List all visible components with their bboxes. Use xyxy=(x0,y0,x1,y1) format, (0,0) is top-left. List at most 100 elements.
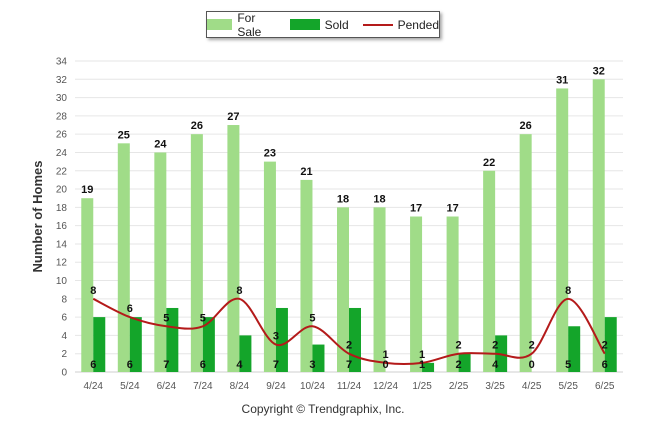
data-label-pended: 3 xyxy=(273,331,279,343)
bar-for-sale xyxy=(592,79,605,372)
y-tick-label: 26 xyxy=(56,130,68,141)
y-tick-label: 20 xyxy=(56,185,68,196)
data-label-pended: 2 xyxy=(529,340,535,352)
y-tick-label: 14 xyxy=(56,239,68,250)
bar-sold xyxy=(312,344,325,372)
y-tick-label: 12 xyxy=(56,258,68,269)
y-tick-label: 18 xyxy=(56,203,68,214)
y-tick-label: 10 xyxy=(56,276,68,287)
data-label-for-sale: 32 xyxy=(593,65,605,77)
data-label-sold: 4 xyxy=(492,359,499,371)
data-label-pended: 8 xyxy=(90,285,96,297)
data-label-for-sale: 26 xyxy=(520,120,532,132)
data-label-sold: 2 xyxy=(456,359,462,371)
data-label-for-sale: 18 xyxy=(337,193,349,205)
y-tick-label: 8 xyxy=(61,294,67,305)
data-label-for-sale: 25 xyxy=(118,129,130,141)
x-tick-label: 5/25 xyxy=(558,381,578,392)
bar-for-sale xyxy=(263,161,276,372)
data-label-for-sale: 24 xyxy=(154,138,167,150)
y-tick-label: 28 xyxy=(56,111,68,122)
bar-for-sale xyxy=(483,170,496,372)
x-tick-label: 3/25 xyxy=(485,381,505,392)
data-label-pended: 2 xyxy=(492,340,498,352)
bar-sold xyxy=(458,353,471,372)
legend-item-pended[interactable]: Pended xyxy=(362,17,439,32)
data-label-for-sale: 19 xyxy=(81,184,93,196)
bar-sold xyxy=(275,307,288,372)
x-tick-label: 7/24 xyxy=(193,381,213,392)
data-label-pended: 1 xyxy=(382,349,388,361)
y-tick-label: 32 xyxy=(56,75,68,86)
data-label-pended: 6 xyxy=(127,303,133,315)
x-tick-label: 4/24 xyxy=(84,381,104,392)
bar-for-sale xyxy=(556,88,569,373)
bar-for-sale xyxy=(81,198,94,372)
bar-sold xyxy=(202,317,215,372)
bar-sold xyxy=(568,326,581,372)
data-label-for-sale: 18 xyxy=(373,193,385,205)
copyright-text: Copyright © Trendgraphix, Inc. xyxy=(241,402,405,416)
data-label-sold: 5 xyxy=(565,359,571,371)
data-label-for-sale: 31 xyxy=(556,74,568,86)
y-tick-label: 16 xyxy=(56,221,68,232)
data-label-sold: 7 xyxy=(163,359,169,371)
data-label-pended: 5 xyxy=(163,312,169,324)
data-label-pended: 2 xyxy=(456,340,462,352)
data-label-sold: 0 xyxy=(382,359,388,371)
legend-label-pended: Pended xyxy=(397,17,439,32)
data-label-for-sale: 23 xyxy=(264,148,276,160)
x-tick-label: 11/24 xyxy=(337,381,362,392)
chart-legend: For Sale Sold Pended xyxy=(206,11,440,39)
data-label-pended: 2 xyxy=(346,340,352,352)
x-tick-label: 8/24 xyxy=(230,381,250,392)
x-tick-label: 10/24 xyxy=(300,381,325,392)
legend-item-sold[interactable]: Sold xyxy=(289,17,349,32)
legend-swatch-sold xyxy=(289,19,320,30)
data-label-sold: 6 xyxy=(127,359,133,371)
y-tick-label: 4 xyxy=(61,331,67,342)
data-label-for-sale: 17 xyxy=(410,203,422,215)
x-tick-label: 1/25 xyxy=(412,381,432,392)
data-label-for-sale: 17 xyxy=(446,203,458,215)
y-axis-title: Number of Homes xyxy=(30,161,45,273)
data-label-sold: 1 xyxy=(419,359,425,371)
y-tick-label: 6 xyxy=(61,313,67,324)
bar-for-sale xyxy=(410,216,423,372)
data-label-for-sale: 26 xyxy=(191,120,203,132)
y-tick-label: 30 xyxy=(56,93,68,104)
pended-line xyxy=(92,297,606,365)
x-tick-label: 6/25 xyxy=(595,381,615,392)
data-label-pended: 8 xyxy=(236,285,242,297)
legend-swatch-for-sale xyxy=(207,19,233,30)
bar-for-sale xyxy=(373,207,386,372)
bar-for-sale xyxy=(154,152,167,372)
bar-sold xyxy=(93,317,106,372)
bar-for-sale xyxy=(227,125,240,372)
bar-for-sale xyxy=(190,134,203,372)
x-tick-label: 9/24 xyxy=(266,381,286,392)
bar-for-sale xyxy=(117,143,130,372)
data-label-pended: 2 xyxy=(602,340,608,352)
data-label-for-sale: 27 xyxy=(227,111,239,123)
data-label-sold: 0 xyxy=(529,359,535,371)
bar-sold xyxy=(422,362,435,372)
y-tick-label: 34 xyxy=(56,57,68,68)
data-label-pended: 1 xyxy=(419,349,425,361)
bar-sold xyxy=(604,317,617,372)
legend-item-for-sale[interactable]: For Sale xyxy=(207,11,276,39)
x-tick-label: 2/25 xyxy=(449,381,469,392)
x-tick-label: 6/24 xyxy=(157,381,177,392)
y-tick-label: 22 xyxy=(56,166,68,177)
data-label-pended: 5 xyxy=(309,312,315,324)
bar-sold xyxy=(239,335,252,372)
legend-label-sold: Sold xyxy=(324,17,349,32)
data-label-sold: 6 xyxy=(200,359,206,371)
y-tick-label: 24 xyxy=(56,148,68,159)
legend-label-for-sale: For Sale xyxy=(237,10,262,39)
x-tick-label: 12/24 xyxy=(373,381,398,392)
y-tick-label: 2 xyxy=(61,349,67,360)
data-label-pended: 8 xyxy=(565,285,571,297)
data-label-sold: 7 xyxy=(273,359,279,371)
